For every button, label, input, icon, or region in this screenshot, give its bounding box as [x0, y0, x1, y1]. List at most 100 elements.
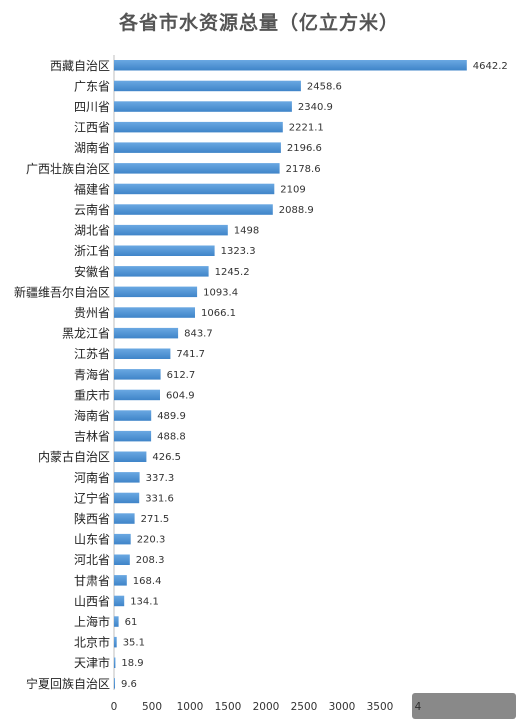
value-label: 741.7 [176, 349, 205, 360]
value-label: 271.5 [141, 514, 170, 525]
category-label: 浙江省 [74, 244, 110, 258]
bar [114, 266, 209, 277]
category-label: 云南省 [74, 202, 110, 217]
bar [114, 513, 135, 524]
bar [114, 430, 152, 442]
value-label: 35.1 [123, 638, 145, 649]
category-label: 安徽省 [74, 264, 110, 279]
value-label: 331.6 [145, 493, 174, 504]
category-labels-group: 西藏自治区广东省四川省江西省湖南省广西壮族自治区福建省云南省湖北省浙江省安徽省新… [14, 59, 110, 691]
bar [114, 101, 292, 112]
category-label: 甘肃省 [74, 574, 110, 588]
x-tick-label: 0 [111, 701, 118, 713]
bar [114, 369, 161, 380]
x-tick-label: 3500 [367, 701, 394, 713]
category-label: 辽宁省 [74, 490, 110, 505]
category-label: 青海省 [74, 367, 110, 382]
category-label: 海南省 [74, 408, 110, 423]
bar [114, 595, 125, 607]
category-label: 河南省 [74, 470, 110, 485]
bars-group [114, 60, 467, 689]
category-label: 西藏自治区 [50, 59, 110, 73]
bar [114, 636, 117, 648]
x-tick-label: 1500 [215, 701, 242, 713]
bar [114, 472, 140, 483]
x-tick-labels-group: 05001000150020002500300035004 [111, 701, 422, 713]
value-label: 2196.6 [287, 143, 322, 154]
value-labels-group: 4642.2 2458.6 2340.9 2221.1 2196.6 2178.6 2109… [121, 61, 508, 690]
bar [114, 60, 467, 71]
category-label: 山东省 [74, 533, 110, 547]
value-label: 9.6 [121, 679, 137, 690]
value-label: 4642.2 [473, 61, 508, 72]
value-label: 489.9 [157, 411, 186, 422]
bar [114, 307, 195, 318]
bar [114, 121, 283, 133]
bar [114, 451, 147, 462]
category-label: 江西省 [74, 121, 110, 135]
category-label: 宁夏回族自治区 [26, 676, 110, 691]
category-label: 天津市 [74, 655, 110, 670]
bar [114, 286, 198, 298]
category-label: 广东省 [74, 79, 110, 93]
value-label: 2458.6 [307, 81, 342, 92]
category-label: 四川省 [74, 100, 110, 114]
category-label: 黑龙江省 [62, 327, 110, 341]
x-tick-label: 3000 [329, 701, 356, 713]
x-tick-label: 500 [142, 701, 162, 713]
value-label: 1093.4 [203, 287, 238, 298]
bar [114, 616, 119, 627]
value-label: 337.3 [146, 473, 175, 484]
bar [114, 327, 179, 339]
category-label: 广西壮族自治区 [26, 162, 110, 176]
bar [114, 245, 215, 256]
value-label: 1066.1 [201, 308, 236, 319]
bar [114, 575, 127, 586]
value-label: 2221.1 [289, 123, 324, 134]
bar [114, 348, 171, 359]
category-label: 福建省 [74, 181, 110, 196]
bar [114, 204, 273, 215]
bar [114, 678, 115, 689]
value-label: 843.7 [184, 329, 213, 340]
category-label: 新疆维吾尔自治区 [14, 284, 110, 299]
category-label: 内蒙古自治区 [38, 449, 110, 464]
category-label: 湖南省 [74, 140, 110, 155]
value-label: 134.1 [130, 596, 159, 607]
value-label: 604.9 [166, 390, 195, 401]
category-label: 上海市 [74, 614, 110, 629]
value-label: 220.3 [137, 535, 166, 546]
value-label: 2340.9 [298, 102, 333, 113]
x-tick-label: 2000 [253, 701, 280, 713]
bar [114, 142, 281, 153]
category-label: 重庆市 [74, 387, 110, 402]
category-label: 吉林省 [74, 430, 110, 444]
value-label: 426.5 [152, 452, 181, 463]
value-label: 488.8 [157, 432, 186, 443]
watermark [412, 693, 516, 719]
x-tick-label: 1000 [177, 701, 204, 713]
value-label: 612.7 [167, 370, 196, 381]
x-tick-label: 2500 [291, 701, 318, 713]
value-label: 208.3 [136, 555, 165, 566]
category-label: 山西省 [74, 594, 110, 608]
value-label: 2109 [280, 184, 305, 195]
bar [114, 183, 275, 195]
bar [114, 533, 131, 545]
bar [114, 224, 228, 236]
bar [114, 163, 280, 174]
category-label: 陕西省 [74, 511, 110, 526]
value-label: 1245.2 [215, 267, 250, 278]
bar [114, 554, 130, 565]
bar [114, 410, 152, 421]
bar [114, 80, 301, 92]
value-label: 168.4 [133, 576, 162, 587]
category-label: 贵州省 [74, 306, 110, 320]
value-label: 18.9 [121, 658, 143, 669]
category-label: 江苏省 [74, 347, 110, 361]
category-label: 湖北省 [74, 223, 110, 238]
value-label: 2178.6 [286, 164, 321, 175]
value-label: 1498 [234, 226, 259, 237]
value-label: 1323.3 [221, 246, 256, 257]
